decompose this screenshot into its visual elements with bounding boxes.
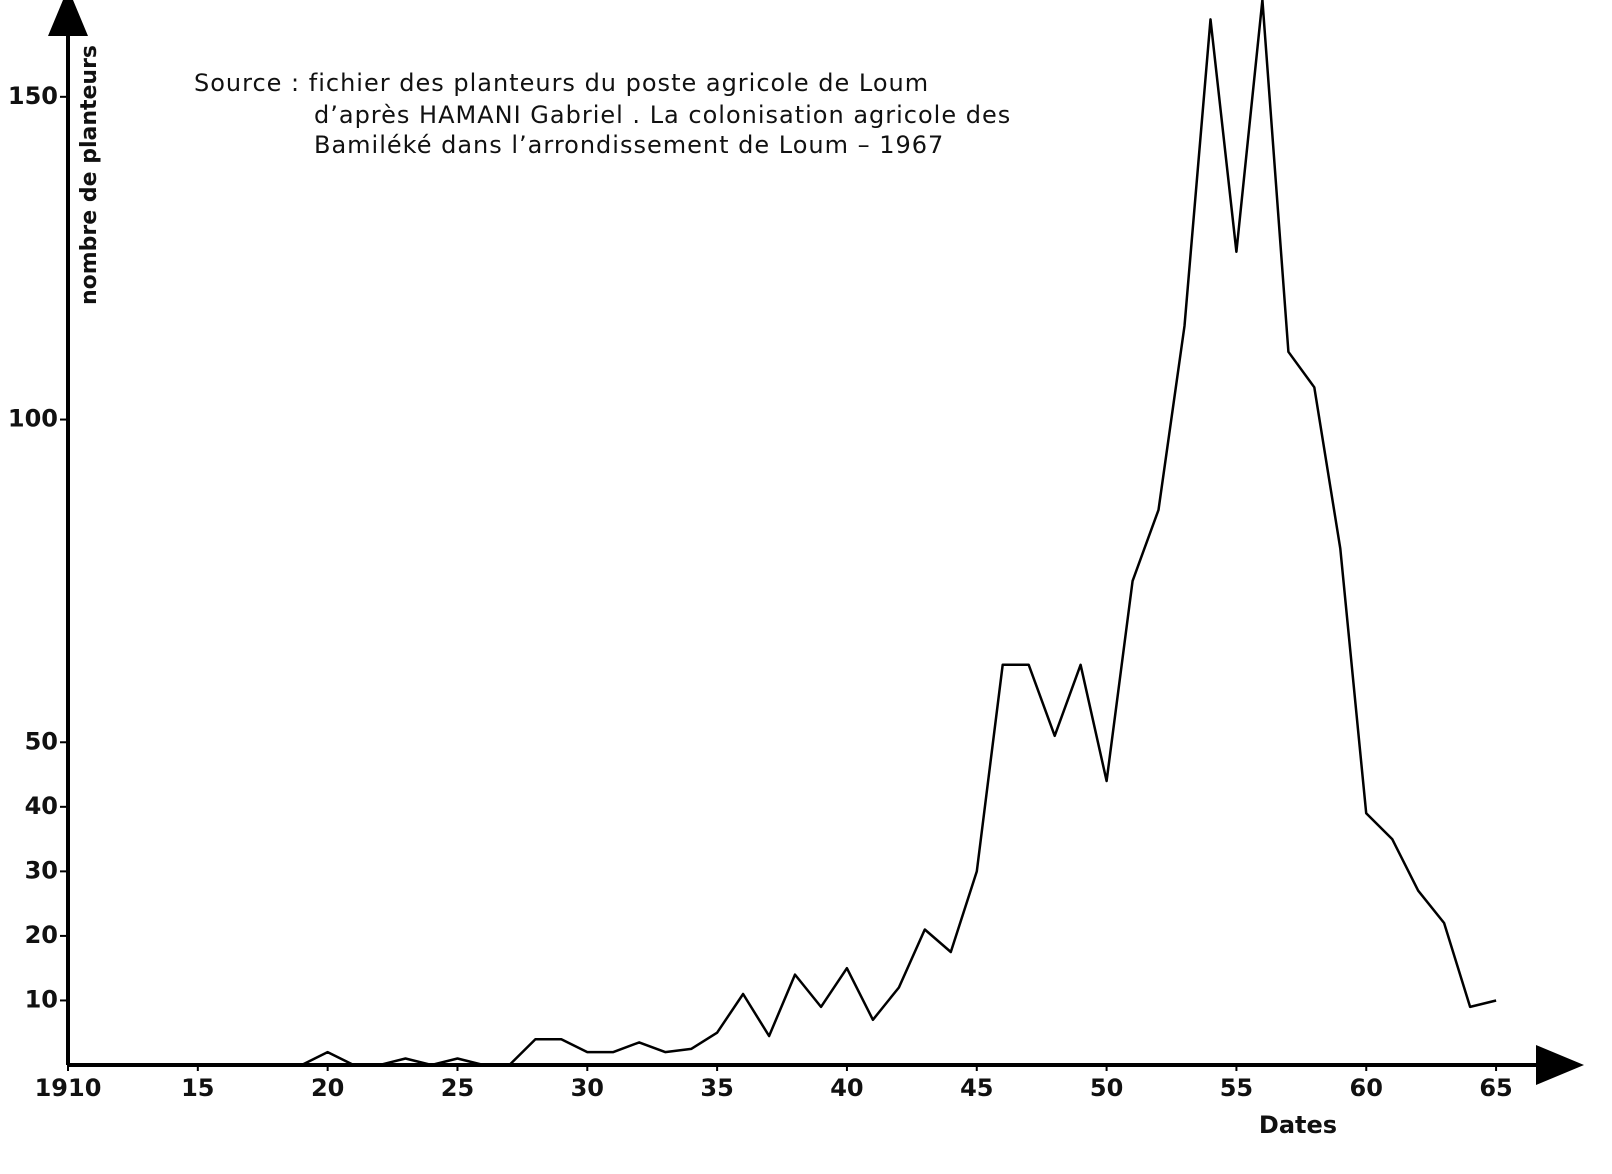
y-tick-label: 10 [25, 985, 58, 1013]
y-axis-label: nombre de planteurs [77, 45, 102, 305]
y-tick-label: 20 [25, 921, 58, 949]
x-tick-label: 65 [1479, 1074, 1512, 1102]
x-tick-label: 1910 [35, 1074, 102, 1102]
x-tick-label: 60 [1350, 1074, 1383, 1102]
data-line [68, 0, 1497, 1067]
x-tick-label: 15 [181, 1074, 214, 1102]
x-tick-label: 20 [311, 1074, 344, 1102]
x-tick-label: 55 [1220, 1074, 1253, 1102]
x-tick-label: 45 [960, 1074, 993, 1102]
x-tick-label: 30 [571, 1074, 604, 1102]
x-axis-label: Dates [1259, 1111, 1337, 1139]
title-line: Bamiléké dans l’arrondissement de Loum –… [314, 131, 944, 159]
y-tick-label: 100 [8, 405, 58, 433]
y-tick-label: 150 [8, 82, 58, 110]
x-tick-label: 50 [1090, 1074, 1123, 1102]
title-line: Source : fichier des planteurs du poste … [194, 69, 929, 97]
y-tick-label: 40 [25, 792, 58, 820]
x-tick-label: 40 [830, 1074, 863, 1102]
y-tick-label: 50 [25, 727, 58, 755]
title-line: d’après HAMANI Gabriel . La colonisation… [314, 101, 1011, 129]
x-tick-label: 35 [700, 1074, 733, 1102]
x-tick-label: 25 [441, 1074, 474, 1102]
y-tick-label: 30 [25, 856, 58, 884]
